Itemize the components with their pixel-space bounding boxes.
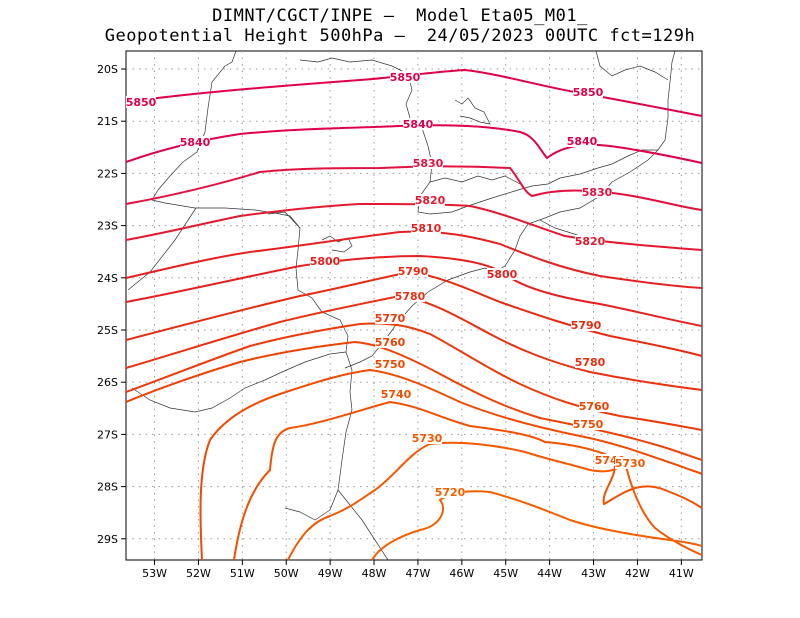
lat-tick-label: 28S bbox=[97, 481, 118, 494]
contour-label-5780: 5780 bbox=[395, 290, 426, 303]
lat-tick-label: 25S bbox=[97, 324, 118, 337]
axis-ticks: 20S 21S 22S 23S 24S 25S 26S 27S 28S 29S 53W 52W 51W 5… bbox=[97, 63, 694, 580]
grid-lines bbox=[126, 51, 702, 560]
contour-label-bg bbox=[403, 118, 433, 130]
contour-label-5800: 5800 bbox=[310, 255, 341, 268]
lat-tick-label: 22S bbox=[97, 167, 118, 180]
lon-tick-label: 41W bbox=[669, 567, 694, 580]
contour-line-5720 bbox=[371, 490, 703, 561]
contour-labels: 5850 5850 5850 5840 5840 5840 5830 5830 5820 5820… bbox=[126, 71, 646, 499]
contour-label-bg bbox=[375, 312, 405, 324]
contour-label-5840: 5840 bbox=[567, 135, 598, 148]
contour-line-5850 bbox=[125, 68, 703, 117]
contour-label-bg bbox=[435, 486, 465, 498]
contour-label-bg bbox=[412, 432, 442, 444]
contour-line-5780 bbox=[125, 294, 703, 391]
lat-tick-label: 21S bbox=[97, 115, 118, 128]
contour-label-bg bbox=[415, 194, 445, 206]
contour-line-5790 bbox=[125, 270, 703, 357]
contour-label-bg bbox=[573, 418, 603, 430]
contour-label-5760: 5760 bbox=[375, 336, 406, 349]
contour-label-5850: 5850 bbox=[126, 96, 157, 109]
coastline-borders bbox=[127, 50, 676, 561]
contour-label-5770: 5770 bbox=[375, 312, 406, 325]
contour-label-5750: 5750 bbox=[375, 358, 406, 371]
map-title-line2: Geopotential Height 500hPa – 24/05/2023 … bbox=[104, 26, 696, 46]
lon-tick-label: 43W bbox=[581, 567, 606, 580]
lat-tick-label: 23S bbox=[97, 220, 118, 233]
lon-tick-label: 49W bbox=[318, 567, 343, 580]
lon-tick-label: 46W bbox=[449, 567, 474, 580]
contour-label-5750: 5750 bbox=[573, 418, 604, 431]
contour-label-5850: 5850 bbox=[573, 86, 604, 99]
lon-tick-label: 51W bbox=[230, 567, 255, 580]
contour-label-bg bbox=[375, 358, 405, 370]
lon-tick-label: 42W bbox=[625, 567, 650, 580]
contour-label-5730: 5730 bbox=[412, 432, 443, 445]
contour-line-5840 bbox=[125, 124, 703, 164]
contour-label-5720: 5720 bbox=[435, 486, 466, 499]
contour-label-bg bbox=[310, 255, 340, 267]
contour-label-bg bbox=[487, 268, 517, 280]
lat-tick-label: 20S bbox=[97, 63, 118, 76]
contour-label-bg bbox=[180, 136, 210, 148]
contour-label-5820: 5820 bbox=[575, 235, 606, 248]
contour-label-5830: 5830 bbox=[413, 157, 444, 170]
contour-line-5730 bbox=[287, 441, 703, 561]
contour-label-5840: 5840 bbox=[180, 136, 211, 149]
lat-tick-label: 27S bbox=[97, 428, 118, 441]
contour-label-5780: 5780 bbox=[575, 356, 606, 369]
lon-tick-label: 45W bbox=[493, 567, 518, 580]
contour-label-5790: 5790 bbox=[571, 319, 602, 332]
contour-label-bg bbox=[571, 319, 601, 331]
contour-label-bg bbox=[126, 96, 156, 108]
contour-label-bg bbox=[381, 388, 411, 400]
lon-tick-label: 44W bbox=[537, 567, 562, 580]
contour-label-5840: 5840 bbox=[403, 118, 434, 131]
lat-tick-label: 24S bbox=[97, 272, 118, 285]
contour-label-5730: 5730 bbox=[615, 457, 646, 470]
contour-label-bg bbox=[567, 135, 597, 147]
contour-line-5830 bbox=[125, 165, 703, 211]
contour-label-bg bbox=[411, 222, 441, 234]
contour-label-5790: 5790 bbox=[398, 265, 429, 278]
contour-label-bg bbox=[413, 157, 443, 169]
contour-line-5740 bbox=[233, 400, 703, 561]
contour-label-5850: 5850 bbox=[390, 71, 421, 84]
contour-label-bg bbox=[395, 290, 425, 302]
lon-tick-label: 53W bbox=[142, 567, 167, 580]
contour-label-bg bbox=[615, 457, 645, 469]
contour-label-5740: 5740 bbox=[381, 388, 412, 401]
contour-label-5810: 5810 bbox=[411, 222, 442, 235]
lon-tick-label: 52W bbox=[186, 567, 211, 580]
contour-label-bg bbox=[575, 356, 605, 368]
contour-label-5760: 5760 bbox=[579, 400, 610, 413]
contour-label-5820: 5820 bbox=[415, 194, 446, 207]
contour-line-5800 bbox=[125, 254, 703, 327]
contour-label-5830: 5830 bbox=[582, 186, 613, 199]
contour-label-bg bbox=[573, 86, 603, 98]
contour-label-bg bbox=[579, 400, 609, 412]
map-title-line1: DIMNT/CGCT/INPE – Model Eta05_M01_ bbox=[212, 6, 588, 26]
contour-label-bg bbox=[390, 71, 420, 83]
lat-tick-label: 29S bbox=[97, 533, 118, 546]
contour-label-bg bbox=[575, 235, 605, 247]
lon-tick-label: 50W bbox=[274, 567, 299, 580]
contour-line-5760 bbox=[125, 340, 703, 461]
contour-label-bg bbox=[398, 265, 428, 277]
contour-label-bg bbox=[582, 186, 612, 198]
contour-line-5770 bbox=[125, 322, 703, 431]
lon-tick-label: 48W bbox=[362, 567, 387, 580]
lon-tick-label: 47W bbox=[405, 567, 430, 580]
lat-tick-label: 26S bbox=[97, 376, 118, 389]
contour-line-5750 bbox=[199, 368, 703, 561]
contour-label-bg bbox=[375, 336, 405, 348]
contour-label-5800: 5800 bbox=[487, 268, 518, 281]
